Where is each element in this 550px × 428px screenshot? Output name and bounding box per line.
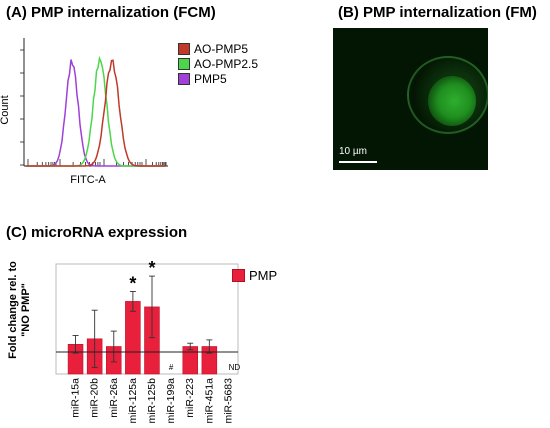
error-bar-mir-125a: [129, 291, 136, 312]
legend-label-ao-pmp5: AO-PMP5: [194, 42, 249, 56]
legend-swatch-ao-pmp5: [178, 43, 190, 55]
category-label-mir-15a: miR-15a: [70, 378, 82, 418]
fluorescence-micrograph: 10 µm: [333, 28, 488, 170]
category-labels: miR-15a miR-20b miR-26a miR-125a miR-125b miR…: [70, 378, 235, 424]
fcm-x-label: FITC-A: [70, 174, 106, 186]
annotation-mir-5683: ND: [229, 363, 241, 372]
fcm-y-label: Count: [0, 95, 11, 124]
legend-item-ao-pmp5: AO-PMP5: [178, 42, 248, 56]
legend-swatch-pmp5: [178, 73, 190, 85]
category-label-mir-451a: miR-451a: [203, 378, 215, 424]
category-label-mir-26a: miR-26a: [108, 378, 120, 418]
mirna-bar-chart: Fold change rel. to "NO PMP" * * # ND miR-1…: [7, 258, 241, 424]
legend-item-pmp5: PMP5: [178, 72, 227, 86]
bars-layer: * * # ND: [56, 258, 241, 375]
category-label-mir-223: miR-223: [184, 378, 196, 418]
bar-legend-swatch: [232, 269, 245, 282]
scale-bar-label: 10 µm: [339, 146, 367, 157]
significance-mir-125a: *: [129, 274, 136, 294]
bar-legend-label: PMP: [249, 268, 278, 283]
error-bar-mir-125b: [149, 275, 155, 339]
bar-legend-item-pmp: PMP: [232, 268, 277, 283]
legend-item-ao-pmp2-5: AO-PMP2.5: [178, 57, 258, 71]
bar-y-label-line1: Fold change rel. to: [7, 261, 19, 359]
error-bar-mir-451a: [206, 339, 213, 354]
histogram-ao-pmp5: [26, 59, 166, 167]
category-label-mir-5683: miR-5683: [222, 378, 234, 424]
category-label-mir-125b: miR-125b: [146, 378, 158, 424]
error-bar-mir-26a: [110, 330, 117, 363]
panel-a-title: (A) PMP internalization (FCM): [6, 4, 216, 21]
panel-c-title: (C) microRNA expression: [6, 224, 188, 241]
bar-y-label-line2: "NO PMP": [20, 283, 32, 337]
cell-fluorescent-core: [428, 76, 476, 126]
bar-mir-125a: [125, 301, 141, 375]
error-bar-mir-15a: [72, 335, 79, 354]
flow-cytometry-histogram: Count FITC-A: [0, 38, 168, 186]
significance-mir-125b: *: [148, 258, 155, 278]
category-label-mir-125a: miR-125a: [127, 378, 139, 424]
error-bar-mir-20b: [91, 309, 98, 368]
bar-mir-223: [182, 346, 199, 375]
category-label-mir-199a: miR-199a: [165, 378, 177, 424]
error-bar-mir-223: [187, 342, 194, 351]
category-label-mir-20b: miR-20b: [89, 378, 101, 418]
histogram-ao-pmp2-5: [26, 55, 166, 167]
legend-swatch-ao-pmp2-5: [178, 58, 190, 70]
scale-bar: [339, 161, 377, 163]
panel-b-title: (B) PMP internalization (FM): [338, 4, 537, 21]
annotation-mir-199a: #: [169, 363, 174, 372]
legend-label-ao-pmp2-5: AO-PMP2.5: [194, 57, 259, 71]
legend-label-pmp5: PMP5: [194, 72, 227, 86]
